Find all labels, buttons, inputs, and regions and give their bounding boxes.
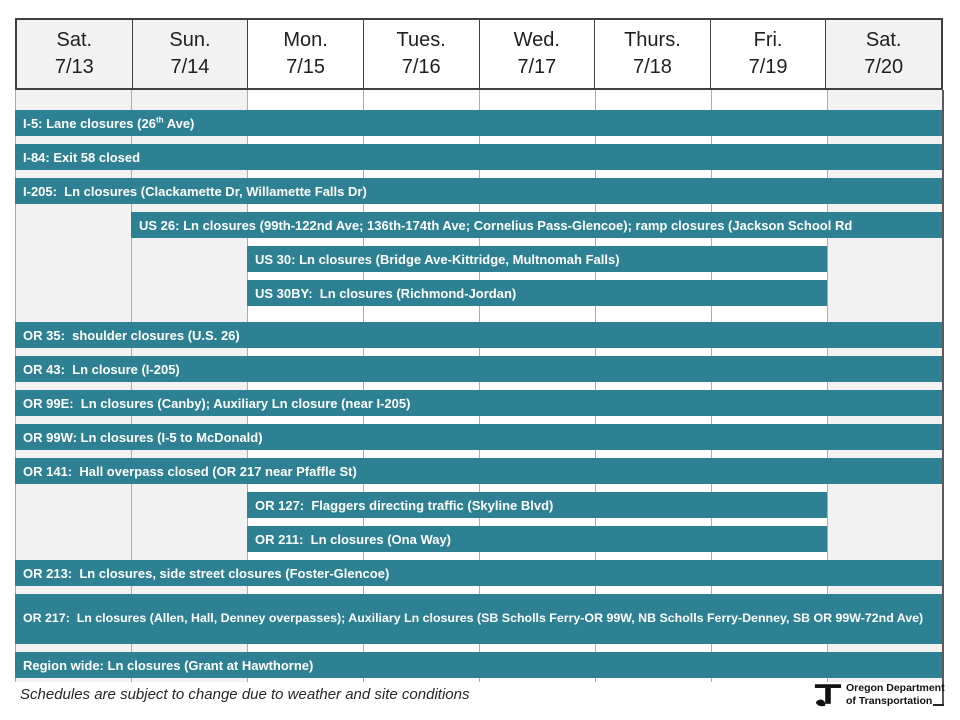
closure-bar-2: I-84: Exit 58 closed — [15, 144, 943, 170]
closure-bar-4: US 26: Ln closures (99th-122nd Ave; 136t… — [131, 212, 943, 238]
closure-bar-label: I-205: Ln closures (Clackamette Dr, Will… — [23, 183, 367, 199]
closure-bar-15: OR 217: Ln closures (Allen, Hall, Denney… — [15, 594, 943, 644]
closure-bar-5: US 30: Ln closures (Bridge Ave-Kittridge… — [247, 246, 827, 272]
chart-border-tick — [933, 704, 944, 706]
day-name: Wed. — [513, 29, 560, 51]
label-superscript: th — [155, 115, 164, 125]
label-text: Ave) — [163, 115, 195, 131]
closure-bar-13: OR 211: Ln closures (Ona Way) — [247, 526, 827, 552]
day-date: 7/19 — [748, 56, 788, 78]
odot-logo-text: Oregon Department of Transportation — [846, 682, 945, 706]
day-name: Sun. — [169, 29, 211, 51]
closure-bar-label: Region wide: Ln closures (Grant at Hawth… — [23, 657, 314, 673]
closure-bar-12: OR 127: Flaggers directing traffic (Skyl… — [247, 492, 827, 518]
closure-bar-label: US 30: Ln closures (Bridge Ave-Kittridge… — [255, 251, 620, 267]
day-header-7-16: Tues. 7/16 — [362, 20, 479, 88]
day-date: 7/14 — [170, 56, 210, 78]
odot-logo: Oregon Department of Transportation — [814, 681, 945, 708]
day-header-row: Sat. 7/13 Sun. 7/14 Mon. 7/15 Tues. 7/16 Wed. 7/1… — [15, 18, 943, 90]
closure-bar-label: OR 127: Flaggers directing traffic (Skyl… — [255, 497, 554, 513]
closure-bar-10: OR 99W: Ln closures (I-5 to McDonald) — [15, 424, 943, 450]
closure-bar-label: OR 213: Ln closures, side street closure… — [23, 565, 390, 581]
day-name: Mon. — [283, 29, 328, 51]
closure-bar-label: I-5: Lane closures (26th Ave) — [23, 116, 194, 131]
schedule-chart: I-5: Lane closures (26th Ave) I-84: Exit … — [15, 90, 943, 682]
day-header-7-17: Wed. 7/17 — [478, 20, 595, 88]
day-header-7-13: Sat. 7/13 — [17, 20, 132, 88]
day-name: Fri. — [753, 29, 783, 51]
closure-bar-6: US 30BY: Ln closures (Richmond-Jordan) — [247, 280, 827, 306]
closure-bar-3: I-205: Ln closures (Clackamette Dr, Will… — [15, 178, 943, 204]
odot-logo-line1: Oregon Department — [846, 682, 945, 695]
closure-bar-label: OR 211: Ln closures (Ona Way) — [255, 531, 452, 547]
closure-bar-label: US 30BY: Ln closures (Richmond-Jordan) — [255, 285, 517, 301]
day-date: 7/13 — [54, 56, 94, 78]
closure-bar-16: Region wide: Ln closures (Grant at Hawth… — [15, 652, 943, 678]
closure-bar-label: OR 35: shoulder closures (U.S. 26) — [23, 327, 240, 343]
day-date: 7/15 — [286, 56, 326, 78]
closure-bar-label: OR 99E: Ln closures (Canby); Auxiliary L… — [23, 395, 411, 411]
closure-bar-label: OR 217: Ln closures (Allen, Hall, Denney… — [23, 611, 924, 626]
odot-logo-line2: of Transportation — [846, 694, 933, 707]
day-header-7-15: Mon. 7/15 — [247, 20, 363, 88]
label-text: I-5: Lane closures (26 — [23, 115, 156, 131]
closure-bar-9: OR 99E: Ln closures (Canby); Auxiliary L… — [15, 390, 943, 416]
closure-bar-11: OR 141: Hall overpass closed (OR 217 nea… — [15, 458, 943, 484]
day-date: 7/17 — [517, 56, 557, 78]
day-header-7-14: Sun. 7/14 — [131, 20, 248, 88]
day-header-7-20: Sat. 7/20 — [825, 20, 941, 88]
closure-bar-7: OR 35: shoulder closures (U.S. 26) — [15, 322, 943, 348]
day-header-7-19: Fri. 7/19 — [709, 20, 826, 88]
day-name: Thurs. — [624, 29, 681, 51]
day-name: Tues. — [396, 29, 446, 51]
closure-bar-label: I-84: Exit 58 closed — [23, 149, 141, 165]
day-date: 7/18 — [632, 56, 672, 78]
day-name: Sat. — [56, 29, 93, 51]
day-name: Sat. — [865, 29, 902, 51]
day-header-7-18: Thurs. 7/18 — [594, 20, 710, 88]
chart-right-border — [942, 90, 944, 706]
odot-logo-icon — [814, 681, 842, 708]
closure-bar-label: OR 99W: Ln closures (I-5 to McDonald) — [23, 429, 263, 445]
day-date: 7/20 — [864, 56, 904, 78]
closure-bar-1: I-5: Lane closures (26th Ave) — [15, 110, 943, 136]
closure-bar-label: OR 43: Ln closure (I-205) — [23, 361, 180, 377]
closure-bar-label: US 26: Ln closures (99th-122nd Ave; 136t… — [139, 217, 853, 233]
closure-bar-8: OR 43: Ln closure (I-205) — [15, 356, 943, 382]
schedule-disclaimer: Schedules are subject to change due to w… — [20, 686, 470, 703]
closure-bar-label: OR 141: Hall overpass closed (OR 217 nea… — [23, 463, 357, 479]
day-date: 7/16 — [401, 56, 441, 78]
closure-bar-14: OR 213: Ln closures, side street closure… — [15, 560, 943, 586]
